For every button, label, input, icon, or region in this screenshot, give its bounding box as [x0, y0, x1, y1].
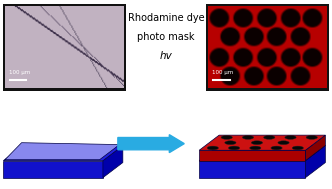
Ellipse shape [306, 136, 317, 139]
Polygon shape [305, 135, 325, 161]
Polygon shape [5, 143, 120, 160]
Text: hv: hv [160, 51, 172, 61]
Polygon shape [103, 146, 123, 178]
Polygon shape [199, 161, 305, 178]
Ellipse shape [207, 146, 218, 150]
Ellipse shape [242, 136, 254, 139]
Ellipse shape [225, 141, 236, 145]
Polygon shape [199, 135, 325, 150]
Ellipse shape [250, 146, 261, 150]
FancyArrow shape [118, 135, 184, 153]
Ellipse shape [278, 141, 289, 145]
Ellipse shape [251, 141, 263, 145]
Polygon shape [305, 146, 325, 178]
Ellipse shape [228, 146, 240, 150]
Text: Rhodamine dye: Rhodamine dye [128, 13, 204, 23]
Ellipse shape [292, 146, 303, 150]
Ellipse shape [264, 136, 275, 139]
Bar [3, 4, 126, 91]
Polygon shape [3, 161, 103, 178]
Ellipse shape [285, 136, 296, 139]
Bar [206, 4, 329, 91]
Text: photo mask: photo mask [137, 32, 195, 42]
Ellipse shape [221, 136, 232, 139]
Polygon shape [199, 146, 325, 161]
Polygon shape [199, 150, 305, 161]
Ellipse shape [271, 146, 282, 150]
Polygon shape [3, 146, 123, 161]
